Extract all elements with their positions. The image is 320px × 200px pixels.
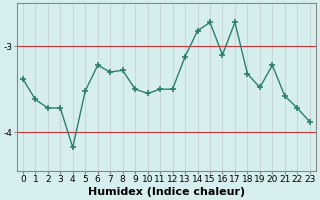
X-axis label: Humidex (Indice chaleur): Humidex (Indice chaleur) [88, 187, 245, 197]
